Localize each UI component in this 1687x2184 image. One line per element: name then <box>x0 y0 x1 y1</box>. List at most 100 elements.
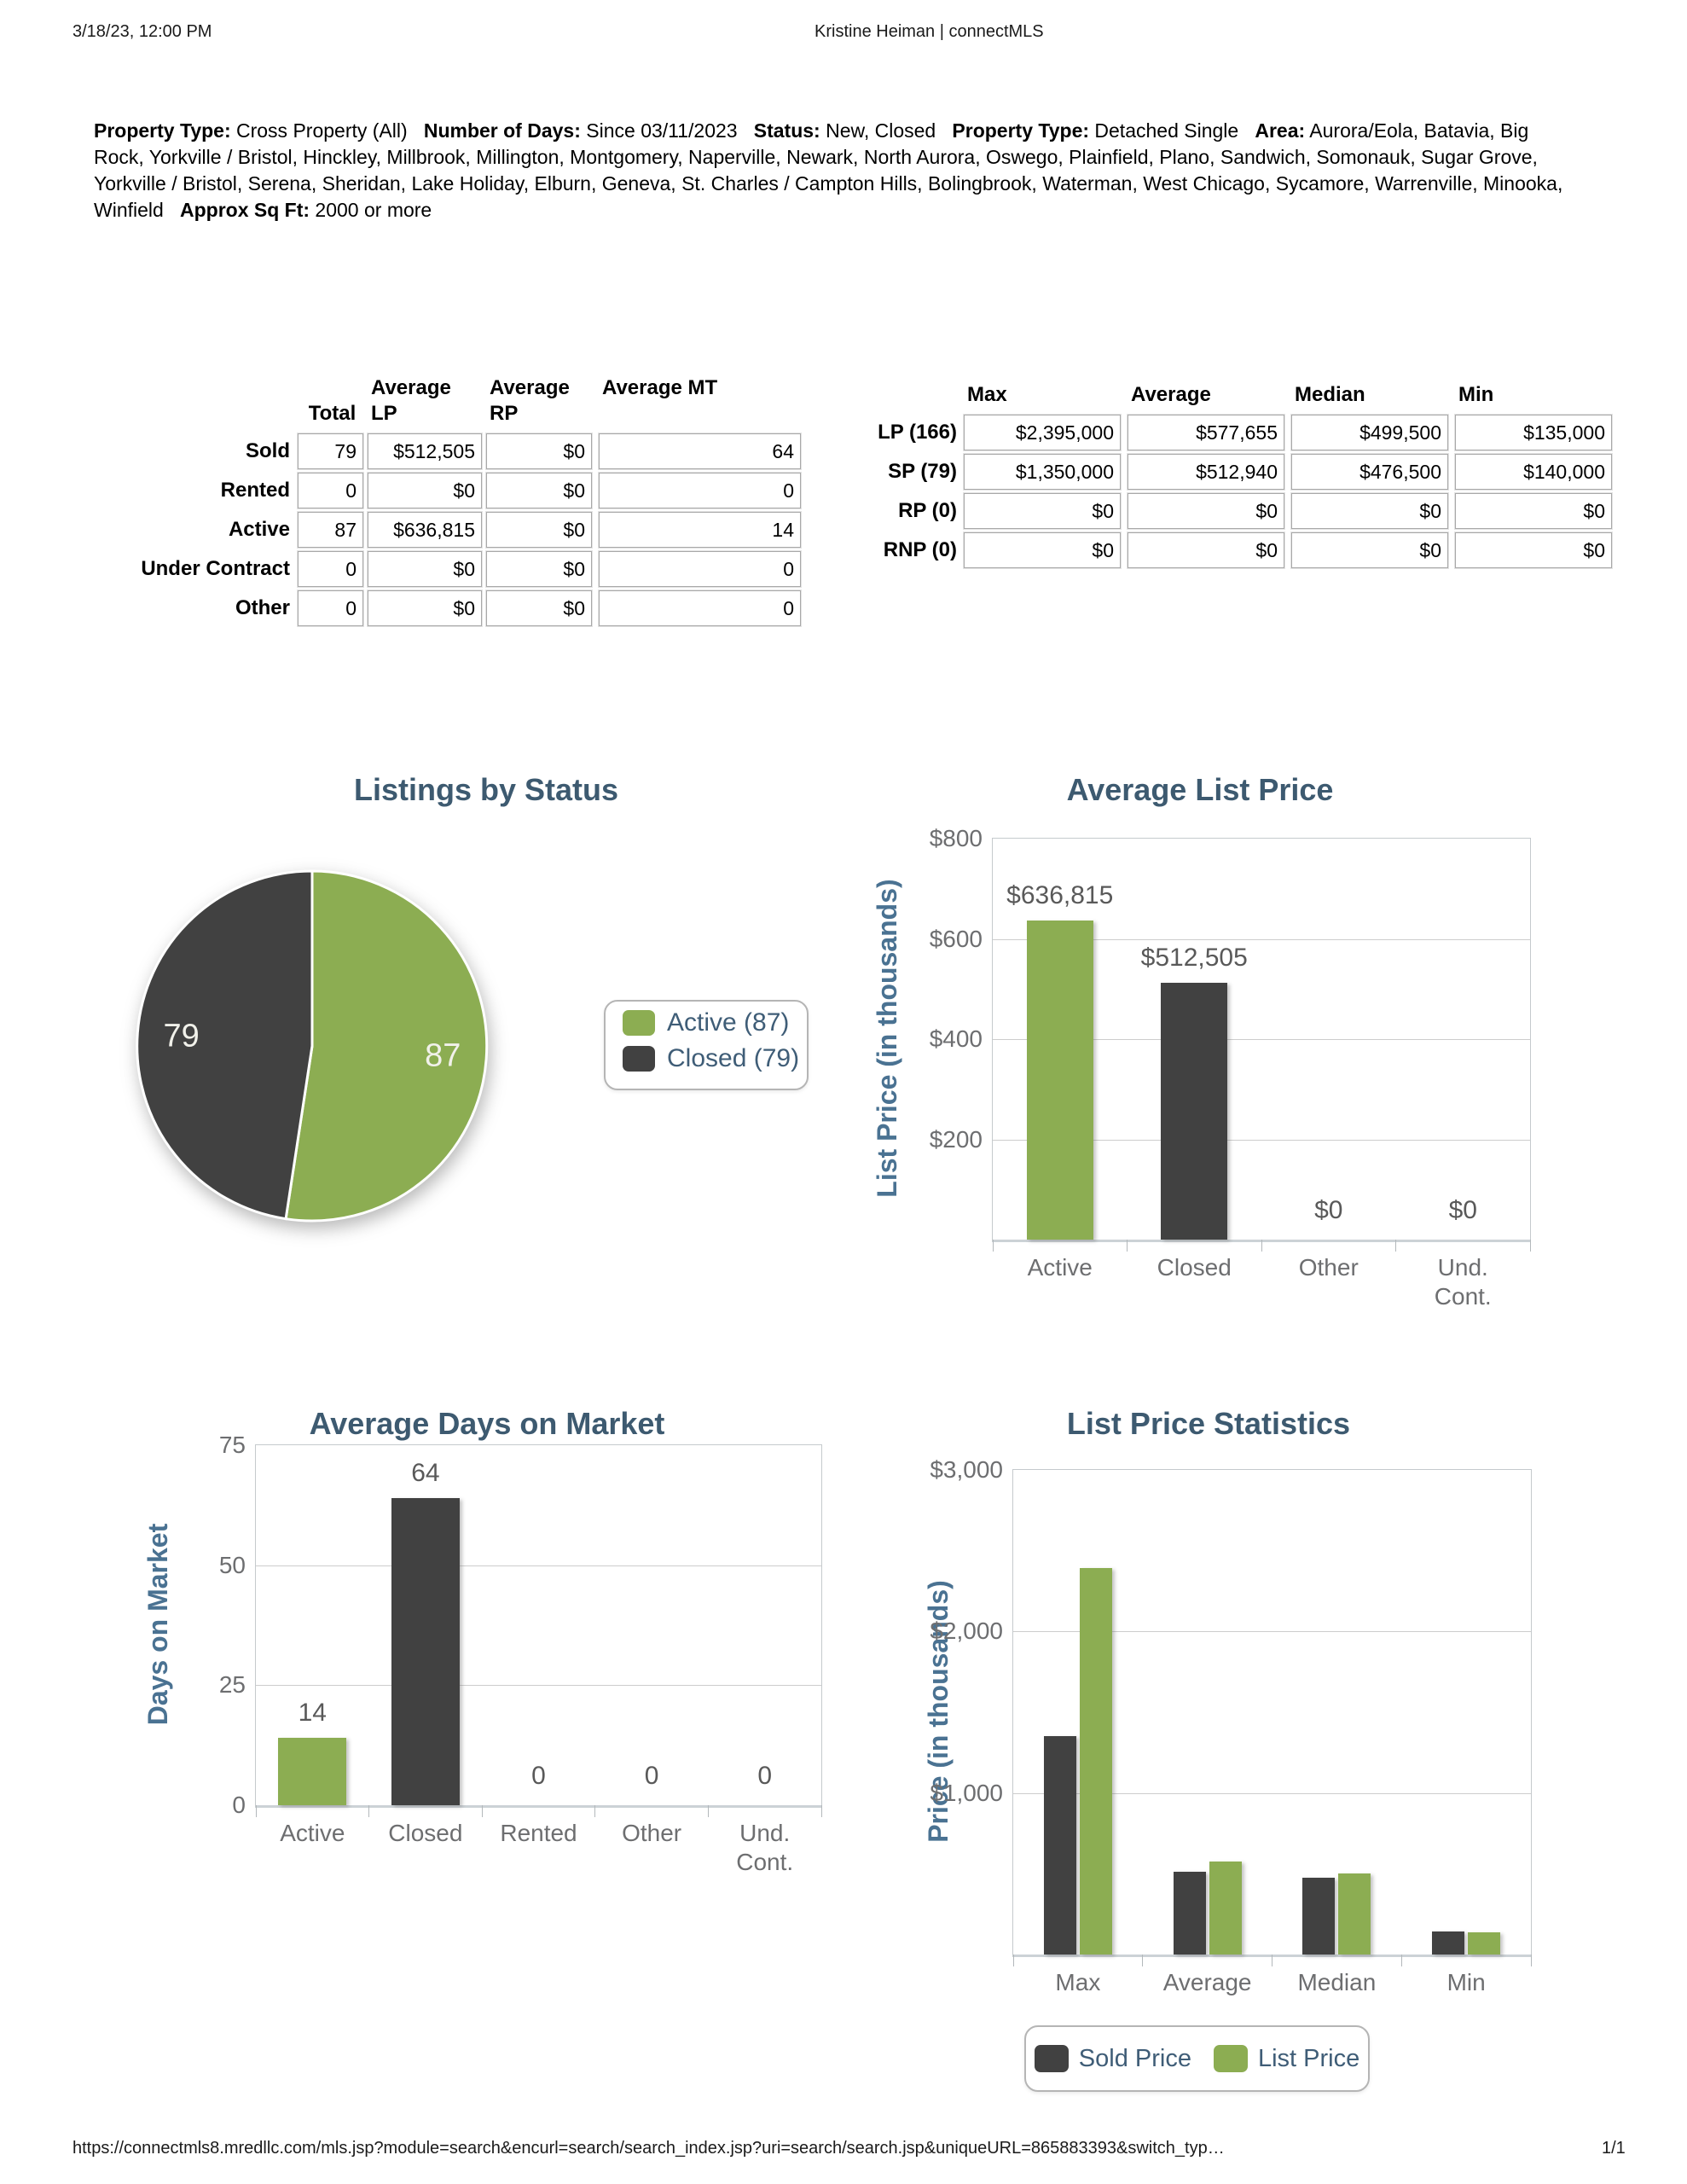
y-tick-label: $3,000 <box>930 1456 1003 1483</box>
bar-value-label: 0 <box>531 1762 546 1790</box>
pie-chart-title: Listings by Status <box>353 772 619 807</box>
criteria-label: Status: <box>753 119 820 142</box>
bar-0 <box>278 1738 347 1805</box>
table-cell: $1,350,000 <box>964 454 1121 490</box>
y-tick-label: $600 <box>929 925 983 952</box>
pie-slice-1 <box>136 869 314 1221</box>
row-label: RNP (0) <box>883 538 957 561</box>
col-header: Average RP <box>490 376 570 425</box>
bar-list-price-0 <box>1079 1567 1112 1955</box>
y-tick-label: $800 <box>929 825 983 851</box>
x-tickmark <box>1395 1240 1396 1252</box>
table-row: Under Contract 0 $0 $0 0 <box>94 551 810 587</box>
x-tickmark <box>1400 1955 1402 1966</box>
table-cell: 0 <box>298 473 363 508</box>
bar-value-label: $0 <box>1314 1196 1343 1224</box>
table-row: SP (79) $1,350,000 $512,940 $476,500 $140,00… <box>810 454 1616 490</box>
y-tick-label: 50 <box>218 1551 246 1578</box>
pie-slice-label: 87 <box>425 1038 461 1074</box>
row-label: Active <box>228 518 290 541</box>
y-tick-label: 25 <box>218 1671 246 1699</box>
x-category-label: Und. Cont. <box>736 1820 794 1875</box>
x-tickmark <box>820 1805 822 1817</box>
y-tick-label: $200 <box>929 1125 983 1153</box>
bar-0 <box>1026 920 1093 1240</box>
avg-list-price-plot: $800 $600 $400 $200 Active Closed Other Und. Co… <box>930 825 1531 1310</box>
y-tick-label: $400 <box>929 1025 983 1052</box>
table-cell: $0 <box>964 493 1121 529</box>
pie-svg: 87 79 <box>136 869 489 1223</box>
avg-list-price-title: Average List Price <box>1066 772 1334 807</box>
header-datetime: 3/18/23, 12:00 PM <box>72 22 212 41</box>
table-cell: $0 <box>1455 493 1612 529</box>
table-cell: $0 <box>1291 532 1448 568</box>
bar-1 <box>391 1497 460 1805</box>
closed-swatch-icon <box>623 1046 655 1072</box>
criteria-label: Approx Sq Ft: <box>179 199 310 221</box>
bar-value-label: 0 <box>757 1762 773 1790</box>
x-tickmark <box>1530 1955 1532 1966</box>
bar-1 <box>1161 982 1228 1240</box>
criteria-text: Property Type: Cross Property (All) Numb… <box>94 119 1563 221</box>
pie-slice-label: 79 <box>164 1018 200 1054</box>
table-cell: 0 <box>599 473 801 508</box>
table-cell: $140,000 <box>1455 454 1612 490</box>
gridline <box>993 938 1530 940</box>
col-header: Average <box>1131 383 1211 406</box>
bar-value-label: $636,815 <box>1006 880 1114 909</box>
bar-list-price-2 <box>1338 1873 1371 1955</box>
x-category-label: Min <box>1446 1969 1486 1995</box>
table-row: RNP (0) $0 $0 $0 $0 <box>810 532 1616 568</box>
table-cell: $0 <box>368 551 482 587</box>
table-cell: 0 <box>298 551 363 587</box>
table-row: Rented 0 $0 $0 0 <box>94 473 810 508</box>
bar-sold-price-3 <box>1432 1931 1465 1955</box>
table-cell: $0 <box>368 473 482 508</box>
table-cell: $0 <box>1455 532 1612 568</box>
pie-chart: 87 79 <box>125 858 500 1234</box>
list-price-swatch-icon <box>1213 2045 1248 2072</box>
table-cell: $636,815 <box>368 512 482 548</box>
x-category-label: Closed <box>388 1820 463 1846</box>
list-price-stats-plot: $3,000 $2,000 $1,000 Max Average Median Min <box>930 1456 1532 1995</box>
bar-value-label: 0 <box>644 1762 659 1790</box>
x-category-label: Median <box>1297 1969 1377 1995</box>
bar-list-price-3 <box>1468 1932 1501 1955</box>
table-cell: $577,655 <box>1128 415 1284 450</box>
x-category-label: Closed <box>1157 1254 1232 1281</box>
x-category-label: Average <box>1162 1969 1252 1995</box>
x-tickmark <box>1127 1240 1128 1252</box>
bar-value-label: 64 <box>411 1458 440 1487</box>
legend-label-list-price: List Price <box>1257 2044 1360 2072</box>
x-category-label: Und. Cont. <box>1434 1254 1492 1310</box>
header-title: Kristine Heiman | connectMLS <box>815 22 1044 41</box>
table-cell: 64 <box>599 433 801 469</box>
row-label: LP (166) <box>878 421 957 444</box>
col-header: Total <box>308 402 357 425</box>
x-category-label: Max <box>1055 1969 1101 1995</box>
summary-table: Total Average LP Average RP Average MT Sold 7… <box>94 375 810 630</box>
gridline <box>993 1139 1530 1141</box>
table-cell: $0 <box>964 532 1121 568</box>
table-row: RP (0) $0 $0 $0 $0 <box>810 493 1616 529</box>
table-cell: 87 <box>298 512 363 548</box>
x-tickmark <box>255 1805 257 1817</box>
table-cell: $135,000 <box>1455 415 1612 450</box>
table-cell: $2,395,000 <box>964 415 1121 450</box>
table-cell: $0 <box>368 590 482 626</box>
x-tickmark <box>481 1805 483 1817</box>
legend-label-active: Active (87) <box>667 1008 790 1037</box>
table-cell: $476,500 <box>1291 454 1448 490</box>
bar-value-label: $512,505 <box>1140 943 1248 972</box>
row-label: Under Contract <box>141 557 290 580</box>
x-tickmark <box>1529 1240 1531 1252</box>
table-cell: 79 <box>298 433 363 469</box>
table-cell: $0 <box>486 433 592 469</box>
table-cell: $0 <box>486 590 592 626</box>
table-cell: $0 <box>486 551 592 587</box>
row-label: SP (79) <box>888 460 957 483</box>
bar-list-price-1 <box>1209 1861 1242 1955</box>
footer-page-number: 1/1 <box>1602 2139 1626 2158</box>
table-cell: 14 <box>599 512 801 548</box>
